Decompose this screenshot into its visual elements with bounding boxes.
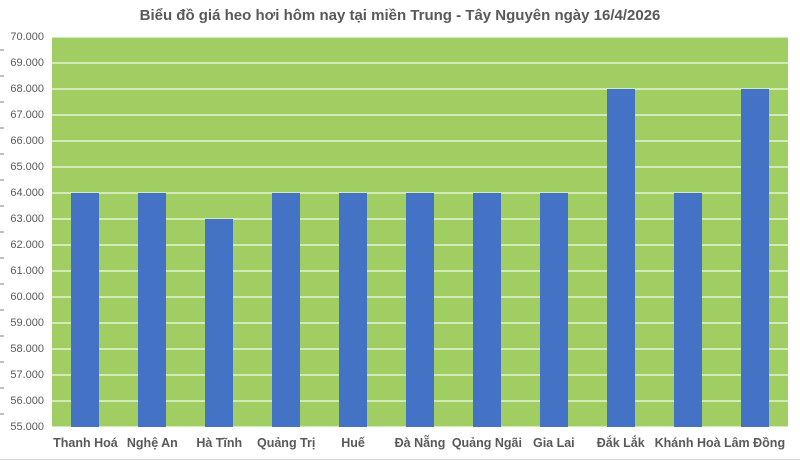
y-axis-tick-label: 59.000 [10, 317, 44, 329]
y-axis-minor-tick [0, 101, 4, 103]
y-axis-minor-tick [0, 179, 4, 181]
bar-quảng-trị [272, 193, 301, 427]
y-axis-minor-tick [0, 361, 4, 363]
y-axis-tick-label: 68.000 [10, 83, 44, 95]
x-axis-label: Thanh Hoá [53, 436, 118, 450]
y-axis-tick-label: 62.000 [10, 239, 44, 251]
y-axis-minor-tick [0, 309, 4, 311]
x-axis-label: Đà Nẵng [394, 436, 446, 450]
y-axis-minor-tick [0, 257, 4, 259]
x-axis-label: Đắk Lắk [596, 436, 645, 450]
y-axis-tick-label: 64.000 [10, 187, 44, 199]
y-axis-tick-label: 63.000 [10, 213, 44, 225]
y-axis-minor-tick [0, 387, 4, 389]
y-axis-tick-label: 61.000 [10, 265, 44, 277]
y-axis-tick-label: 60.000 [10, 291, 44, 303]
bar-thanh-hoá [71, 193, 100, 427]
gridline [52, 62, 788, 64]
y-axis-tick-label: 56.000 [10, 395, 44, 407]
y-axis-minor-tick [0, 283, 4, 285]
y-axis-tick-label: 67.000 [10, 109, 44, 121]
y-axis-tick-label: 66.000 [10, 135, 44, 147]
bar-huế [339, 193, 368, 427]
y-axis-minor-tick [0, 153, 4, 155]
bar-nghệ-an [138, 193, 167, 427]
plot-area [52, 36, 788, 428]
y-axis-minor-tick [0, 49, 4, 51]
y-axis-minor-tick [0, 335, 4, 337]
bar-khánh-hoà [673, 193, 702, 427]
y-axis-tick-label: 58.000 [10, 343, 44, 355]
x-axis-label: Quảng Ngãi [451, 436, 522, 450]
y-axis-minor-tick [0, 231, 4, 233]
x-axis-label: Huế [341, 436, 365, 450]
x-axis-label: Khánh Hoà [654, 436, 721, 450]
chart-bottom-border [0, 459, 800, 460]
x-axis-label: Quảng Trị [257, 436, 316, 450]
x-axis-label: Nghệ An [126, 436, 178, 450]
y-axis-tick-label: 55.000 [10, 421, 44, 433]
y-axis-tick-label: 70.000 [10, 31, 44, 43]
y-axis-minor-tick [0, 75, 4, 77]
x-axis-label: Hà Tĩnh [196, 436, 243, 450]
y-axis-minor-tick [0, 205, 4, 207]
bar-đắk-lắk [606, 89, 635, 427]
bar-đà-nẵng [406, 193, 434, 427]
gridline [52, 114, 788, 116]
gridline [52, 426, 788, 428]
bar-quảng-ngãi [472, 193, 501, 427]
x-axis-label: Gia Lai [532, 436, 575, 450]
gridline [52, 88, 788, 90]
y-axis-minor-tick [0, 127, 4, 129]
y-axis-tick-label: 69.000 [10, 57, 44, 69]
gridline [52, 36, 788, 38]
x-axis-label: Lâm Đồng [723, 436, 786, 450]
bar-lâm-đồng [740, 89, 769, 427]
y-axis-minor-tick [0, 413, 4, 415]
gridline [52, 166, 788, 168]
chart-title: Biểu đồ giá heo hơi hôm nay tại miền Tru… [139, 7, 661, 24]
y-axis-tick-label: 57.000 [10, 369, 44, 381]
gridline [52, 140, 788, 142]
y-axis-tick-label: 65.000 [10, 161, 44, 173]
bar-gia-lai [539, 193, 568, 427]
bar-hà-tĩnh [205, 219, 234, 427]
